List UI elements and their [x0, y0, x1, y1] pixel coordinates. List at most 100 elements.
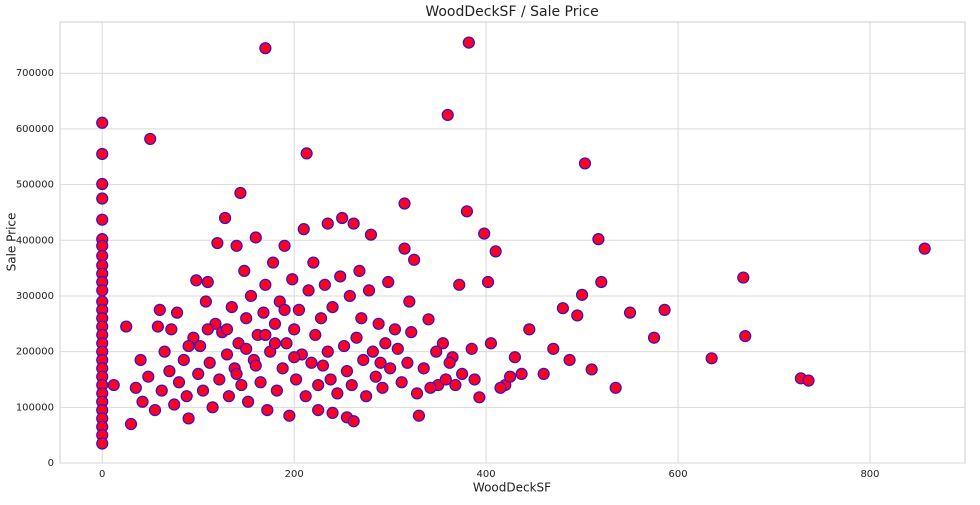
point	[353, 264, 366, 277]
point	[192, 367, 205, 381]
point	[443, 356, 456, 369]
x-tick-label: 800	[860, 469, 879, 480]
point	[238, 264, 251, 277]
point	[309, 328, 322, 342]
point	[523, 323, 536, 336]
point	[225, 300, 238, 314]
point	[151, 320, 164, 333]
point	[180, 390, 193, 403]
point	[318, 278, 331, 291]
point	[270, 384, 283, 397]
point	[494, 381, 507, 394]
point	[316, 359, 330, 372]
point	[401, 356, 414, 369]
point	[456, 367, 469, 381]
point	[508, 351, 521, 364]
y-tick-label: 500000	[16, 180, 54, 191]
y-axis-label: Sale Price	[5, 213, 19, 272]
point	[321, 345, 334, 358]
point	[347, 415, 360, 428]
point	[278, 239, 291, 252]
point	[249, 231, 262, 244]
point	[242, 395, 255, 408]
point	[372, 317, 385, 330]
x-axis-label: WoodDeckSF	[473, 481, 551, 495]
point	[96, 147, 109, 161]
point	[299, 390, 312, 403]
point	[259, 328, 272, 342]
point	[278, 303, 291, 316]
point	[194, 339, 207, 353]
point	[739, 329, 752, 343]
point	[307, 256, 320, 269]
y-tick-label: 100000	[16, 402, 54, 413]
point	[388, 323, 402, 336]
point	[268, 337, 282, 350]
point	[172, 376, 186, 389]
point	[213, 373, 226, 386]
point	[412, 409, 426, 422]
point	[254, 376, 267, 389]
point	[462, 36, 475, 49]
x-tick-label: 0	[99, 469, 105, 480]
x-tick-label: 400	[477, 469, 496, 480]
point	[276, 362, 289, 375]
point	[220, 323, 234, 336]
point	[240, 342, 253, 355]
point	[259, 278, 272, 291]
point	[203, 356, 216, 369]
point	[398, 242, 411, 255]
point	[168, 398, 181, 411]
points	[96, 36, 931, 450]
point	[374, 356, 387, 369]
point	[244, 289, 258, 303]
point	[424, 381, 437, 394]
point	[129, 381, 142, 394]
point	[441, 108, 454, 122]
point	[312, 404, 325, 417]
point	[405, 326, 418, 339]
point	[249, 359, 262, 372]
point	[515, 367, 528, 381]
y-tick-label: 600000	[16, 124, 54, 135]
point	[324, 373, 337, 386]
point	[473, 391, 486, 404]
y-tick-label: 200000	[16, 347, 54, 358]
point	[182, 412, 195, 425]
point	[395, 376, 408, 389]
y-tick-label: 700000	[16, 68, 54, 79]
point	[148, 404, 162, 417]
point	[96, 239, 109, 252]
point	[280, 337, 293, 350]
point	[347, 217, 360, 230]
point	[96, 116, 109, 129]
point	[142, 370, 155, 383]
point	[705, 352, 718, 365]
point	[449, 378, 462, 392]
point	[410, 387, 424, 400]
point	[222, 390, 236, 403]
point	[918, 242, 931, 255]
point	[398, 197, 411, 210]
point	[585, 363, 598, 376]
point	[481, 275, 495, 289]
point	[96, 192, 109, 205]
point	[286, 273, 299, 286]
point	[230, 367, 243, 381]
point	[153, 303, 166, 316]
point	[382, 275, 395, 289]
point	[302, 284, 315, 297]
point	[460, 205, 474, 218]
point	[96, 437, 109, 450]
point	[453, 278, 466, 291]
point	[355, 312, 368, 325]
point	[384, 362, 397, 375]
point	[211, 236, 224, 250]
y-tick-label: 0	[48, 458, 54, 469]
point	[331, 387, 344, 400]
point	[357, 353, 370, 367]
point	[595, 275, 608, 289]
point	[484, 337, 498, 350]
point	[259, 42, 272, 55]
point	[144, 132, 157, 146]
